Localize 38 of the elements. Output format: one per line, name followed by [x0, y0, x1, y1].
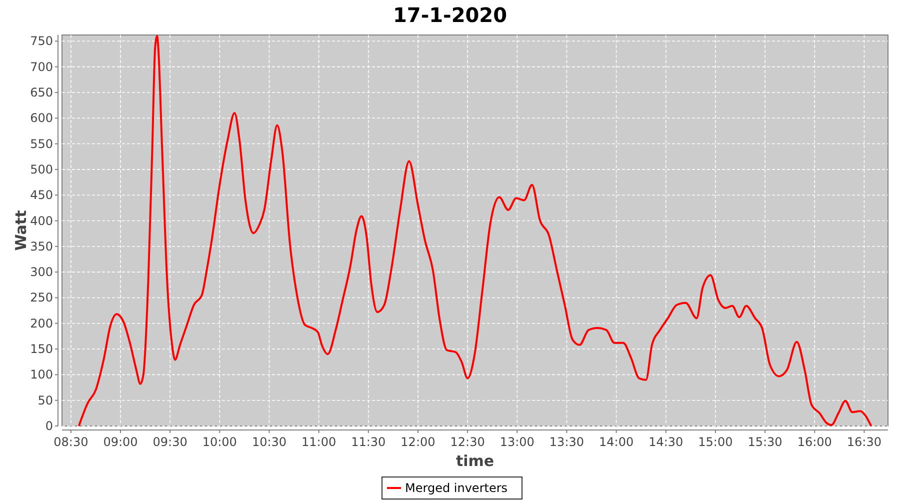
y-tick-label: 700: [30, 60, 53, 74]
y-tick-label: 450: [30, 188, 53, 202]
x-tick-label: 13:00: [500, 435, 534, 449]
y-tick-label: 0: [45, 419, 53, 433]
y-tick-label: 100: [30, 368, 53, 382]
y-tick-label: 150: [30, 342, 53, 356]
y-tick-label: 350: [30, 239, 53, 254]
y-tick-label: 500: [30, 162, 53, 176]
chart-title: 17-1-2020: [392, 3, 508, 27]
x-tick-label: 10:00: [202, 435, 237, 449]
y-tick-label: 400: [30, 214, 53, 228]
x-tick-label: 11:30: [351, 435, 386, 449]
x-tick-label: 14:30: [648, 435, 684, 449]
legend-label: Merged inverters: [405, 481, 508, 495]
y-tick-label: 50: [38, 393, 53, 408]
x-tick-label: 15:30: [748, 435, 782, 449]
x-tick-label: 12:30: [450, 435, 485, 449]
x-tick-label: 15:00: [698, 435, 733, 449]
x-tick-label: 11:00: [302, 435, 336, 449]
x-tick-label: 09:00: [103, 435, 138, 449]
y-tick-label: 250: [30, 290, 53, 305]
y-tick-label: 200: [30, 316, 53, 330]
x-tick-label: 14:00: [599, 435, 634, 449]
y-tick-label: 600: [30, 111, 53, 126]
line-series: [78, 35, 872, 427]
x-tick-label: 10:30: [252, 435, 287, 449]
y-tick-label: 300: [30, 265, 53, 280]
y-tick-label: 650: [30, 85, 53, 100]
y-axis-title: Watt: [12, 210, 30, 251]
x-tick-label: 08:30: [54, 435, 88, 449]
x-tick-label: 12:00: [400, 435, 436, 449]
x-axis-title: time: [456, 452, 494, 470]
x-tick-label: 16:00: [797, 435, 832, 449]
x-tick-label: 13:30: [549, 435, 584, 449]
x-tick-label: 09:30: [152, 435, 188, 449]
x-tick-label: 16:30: [846, 435, 882, 449]
y-tick-label: 550: [30, 136, 53, 151]
y-tick-label: 750: [30, 34, 53, 48]
